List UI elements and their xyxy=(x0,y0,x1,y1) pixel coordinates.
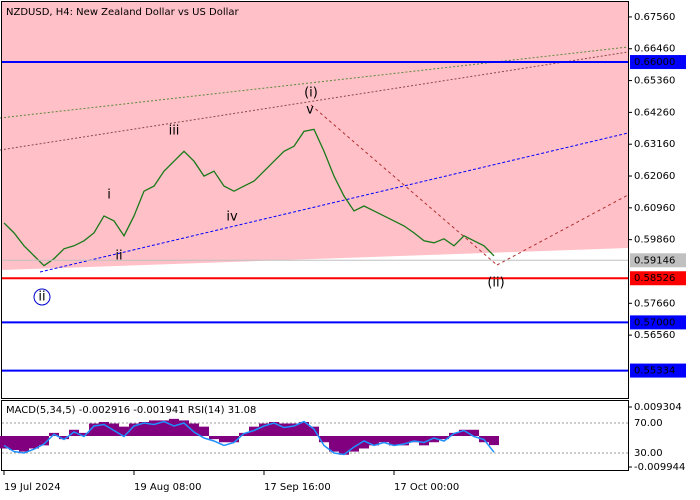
macd-bar xyxy=(289,423,299,437)
wave-label: ii xyxy=(38,290,45,305)
macd-bar xyxy=(299,421,309,437)
label-box xyxy=(630,55,686,70)
macd-bar xyxy=(0,436,9,449)
wave-label: v xyxy=(306,103,314,118)
chart-title: NZDUSD, H4: New Zealand Dollar vs US Dol… xyxy=(6,7,240,18)
y-tick-label: 0.63160 xyxy=(634,139,675,150)
wave-circle xyxy=(33,288,51,306)
macd-bar xyxy=(409,436,419,443)
y-tick-label: 0.62060 xyxy=(634,171,675,182)
wave-label: i xyxy=(107,188,111,203)
macd-bar xyxy=(129,423,139,437)
macd-bar xyxy=(329,436,339,452)
x-tick-label: 19 Aug 08:00 xyxy=(134,482,201,493)
macd-bar xyxy=(269,421,279,437)
trend-line xyxy=(39,132,629,273)
macd-bar xyxy=(489,436,499,446)
macd-bar xyxy=(429,436,439,443)
y-tick-label: 0.66460 xyxy=(634,44,675,55)
macd-bar xyxy=(99,421,109,437)
label-box xyxy=(630,363,686,378)
y-tick-label: 0.59860 xyxy=(634,235,675,246)
macd-bar xyxy=(279,423,289,437)
x-tick-label: 17 Oct 00:00 xyxy=(394,482,459,493)
y-tick-label: 0.60960 xyxy=(634,203,675,214)
trend-line xyxy=(0,46,629,119)
wave-label: iii xyxy=(169,124,180,139)
macd-bar xyxy=(209,436,219,440)
price-line xyxy=(3,128,495,267)
macd-bar xyxy=(339,436,349,455)
level-label: 0.59146 xyxy=(634,255,675,266)
y-tick-label: 0.65360 xyxy=(634,76,675,87)
y-tick-label: 0.56560 xyxy=(634,330,675,341)
y-tick-label: 0.67560 xyxy=(634,12,675,23)
y-tick-label: 0.64260 xyxy=(634,107,675,118)
macd-bar xyxy=(119,426,129,437)
macd-bar xyxy=(459,429,469,437)
y-tick-label: 0.009304 xyxy=(634,402,682,413)
rsi-line xyxy=(3,420,495,456)
macd-bar xyxy=(29,436,39,449)
macd-bar xyxy=(219,436,229,443)
y-tick-label: -0.009944 xyxy=(634,462,685,473)
macd-bar xyxy=(469,429,479,437)
y-tick-label: 0.57660 xyxy=(634,298,675,309)
wave-label: (i) xyxy=(304,86,318,101)
label-box xyxy=(630,315,686,330)
wave-label: iv xyxy=(226,210,238,225)
macd-bar xyxy=(229,436,239,443)
y2-tick-label: 70.00 xyxy=(634,418,663,429)
macd-bar xyxy=(379,436,389,443)
macd-bar xyxy=(249,426,259,437)
wave-label: (ii) xyxy=(487,276,504,291)
label-box xyxy=(630,253,686,268)
macd-bar xyxy=(89,423,99,437)
trend-line xyxy=(0,51,629,151)
macd-bar xyxy=(349,436,359,452)
macd-bar xyxy=(39,436,49,446)
macd-bar xyxy=(199,426,209,437)
macd-bar xyxy=(389,436,399,446)
wave-label: ii xyxy=(115,249,122,264)
macd-bar xyxy=(439,436,449,440)
level-label: 0.66000 xyxy=(634,57,675,68)
macd-bar xyxy=(9,436,19,451)
wave-line xyxy=(496,194,629,266)
level-label: 0.57000 xyxy=(634,317,675,328)
macd-bar xyxy=(359,436,369,449)
macd-bar xyxy=(159,420,169,437)
macd-bar xyxy=(419,436,429,446)
macd-bar xyxy=(369,436,379,446)
level-label: 0.58526 xyxy=(634,273,675,284)
macd-bar xyxy=(179,420,189,437)
macd-bar xyxy=(149,420,159,437)
macd-bar xyxy=(449,432,459,437)
macd-bar xyxy=(169,418,179,437)
label-box xyxy=(630,271,686,286)
price-panel xyxy=(1,1,629,399)
x-tick-label: 19 Jul 2024 xyxy=(4,482,61,493)
y2-tick-label: 30.00 xyxy=(634,448,663,459)
macd-bar xyxy=(189,423,199,437)
macd-bar xyxy=(399,436,409,446)
wave-line xyxy=(310,104,498,266)
indicator-panel xyxy=(1,400,629,471)
macd-bar xyxy=(59,436,69,440)
macd-bar xyxy=(79,432,89,437)
macd-bar xyxy=(319,436,329,443)
x-tick-label: 17 Sep 16:00 xyxy=(264,482,331,493)
pink-zone xyxy=(2,2,628,270)
macd-bar xyxy=(19,436,29,452)
level-label: 0.55334 xyxy=(634,366,675,377)
indicator-title: MACD(5,34,5) -0.002916 -0.001941 RSI(14)… xyxy=(6,405,256,416)
macd-bar xyxy=(139,421,149,437)
macd-bar xyxy=(259,423,269,437)
macd-bar xyxy=(309,426,319,437)
